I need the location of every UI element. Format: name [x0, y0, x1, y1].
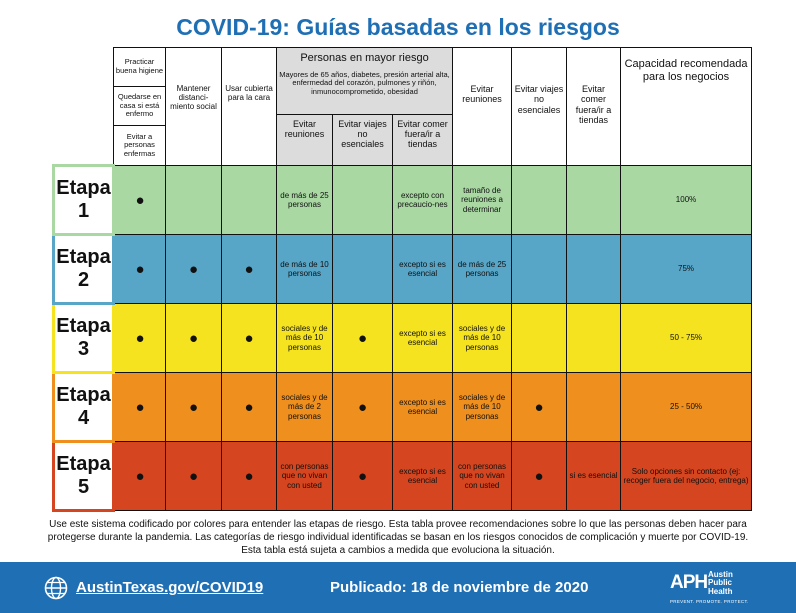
stage3-hr-dining: excepto si es esencial [391, 303, 454, 373]
logo-tagline: PREVENT. PROMOTE. PROTECT. [670, 599, 749, 604]
stage-label-2: Etapa 2 [52, 233, 115, 305]
stage-number: 4 [77, 407, 90, 429]
logo-mark: APH [670, 572, 708, 593]
stage5-gen-dining: si es esencial [566, 441, 622, 511]
stage-row-4: Etapa 4 ● ● ● sociales y de más de 2 pers… [52, 371, 753, 443]
stage-row-1: Etapa 1 ● de más de 25 personas excepto c… [52, 164, 753, 236]
header-avoid-sick: Evitar a personas enfermas [123, 131, 156, 158]
stage-row-2: Etapa 2 ● ● ● de más de 10 personas excep… [52, 233, 753, 305]
stage1-hr-gatherings: de más de 25 personas [276, 165, 333, 235]
page-title: COVID-19: Guías basadas en los riesgos [176, 14, 620, 40]
stage4-hr-gatherings: sociales y de más de 2 personas [276, 372, 333, 442]
header-hr-dining: Evitar comer fuera/ir a tiendas [391, 113, 454, 167]
stage-label-3: Etapa 3 [52, 302, 115, 374]
bullet-dot: ● [357, 398, 368, 416]
stage2-hr-dining: excepto si es esencial [391, 234, 454, 304]
stage2-hr-gatherings: de más de 10 personas [276, 234, 333, 304]
bullet-dot: ● [244, 467, 254, 485]
stage-number: 2 [77, 269, 90, 291]
bullet-dot: ● [188, 467, 199, 485]
stage-word: Etapa [56, 453, 111, 475]
stage5-hr-gatherings: con personas que no vivan con usted [276, 441, 333, 511]
stage2-gen-gatherings: de más de 25 personas [452, 234, 513, 304]
header-stay-home: Quedarse en casa si está enfermo [114, 87, 165, 126]
stage-number: 5 [77, 476, 90, 498]
header-hygiene: Practicar buena higiene [114, 48, 165, 87]
stage-row-3: Etapa 3 ● ● ● sociales y de más de 10 per… [52, 302, 753, 374]
stage-word: Etapa [56, 177, 111, 199]
stage1-hr-dining: excepto con precaucio-nes [391, 165, 454, 235]
higher-risk-title: Personas en mayor riesgo [300, 52, 429, 64]
stage5-capacity: Solo opciones sin contacto (ej: recoger … [620, 441, 753, 511]
bullet-dot: ● [188, 329, 199, 347]
hygiene-header: Practicar buena higiene Quedarse en casa… [113, 47, 166, 166]
bullet-dot: ● [135, 398, 145, 416]
stage-row-5: Etapa 5 ● ● ● con personas que no vivan c… [52, 440, 753, 512]
stage3-capacity: 50 - 75% [620, 303, 753, 373]
bullet-dot: ● [244, 260, 254, 278]
footnote: Use este sistema codificado por colores … [47, 519, 749, 556]
footer-bar: AustinTexas.gov/COVID19 Publicado: 18 de… [0, 562, 796, 613]
bullet-dot: ● [357, 329, 368, 347]
stage5-gen-gatherings: con personas que no vivan con usted [452, 441, 513, 511]
stage-label-4: Etapa 4 [52, 371, 115, 443]
higher-risk-group-header: Personas en mayor riesgo Mayores de 65 a… [275, 47, 454, 115]
bullet-dot: ● [188, 260, 199, 278]
header-distance: Mantener distanci-miento social [165, 47, 222, 166]
published-date: Publicado: 18 de noviembre de 2020 [330, 579, 589, 596]
header-hr-gatherings: Evitar reuniones [276, 113, 333, 167]
logo-name-line: Austin [708, 570, 733, 579]
stage1-capacity: 100% [620, 165, 753, 235]
website-link[interactable]: AustinTexas.gov/COVID19 [76, 579, 264, 596]
bullet-dot: ● [188, 398, 199, 416]
stage-word: Etapa [56, 384, 111, 406]
corner-blank [53, 47, 114, 166]
header-gen-gatherings: Evitar reuniones [452, 47, 513, 166]
stage3-hr-gatherings: sociales y de más de 10 personas [276, 303, 333, 373]
austin-public-health-logo: APH Austin Public Health PREVENT. PROMOT… [670, 570, 750, 608]
risk-guide-table: Practicar buena higiene Quedarse en casa… [52, 47, 753, 512]
bullet-dot: ● [135, 260, 145, 278]
stage5-hr-dining: excepto si es esencial [391, 441, 454, 511]
logo-name: Austin Public Health [708, 570, 733, 596]
higher-risk-description: Mayores de 65 años, diabetes, presión ar… [279, 69, 450, 96]
bullet-dot: ● [244, 398, 254, 416]
stage-word: Etapa [56, 315, 111, 337]
stage-label-1: Etapa 1 [52, 164, 115, 236]
bullet-dot: ● [135, 191, 145, 209]
bullet-dot: ● [135, 329, 145, 347]
stage-word: Etapa [56, 246, 111, 268]
stage4-hr-dining: excepto si es esencial [391, 372, 454, 442]
header-capacity: Capacidad recomendada para los negocios [620, 47, 753, 166]
header-face-covering: Usar cubierta para la cara [221, 47, 277, 166]
stage2-capacity: 75% [620, 234, 753, 304]
stage4-capacity: 25 - 50% [620, 372, 753, 442]
stage-number: 3 [77, 338, 90, 360]
bullet-dot: ● [534, 467, 544, 485]
bullet-dot: ● [244, 329, 254, 347]
globe-icon [44, 576, 68, 600]
bullet-dot: ● [357, 467, 368, 485]
logo-name-line: Health [708, 586, 733, 596]
stage-number: 1 [77, 200, 90, 222]
bullet-dot: ● [534, 398, 544, 416]
header-gen-travel: Evitar viajes no esenciales [511, 47, 568, 166]
bullet-dot: ● [135, 467, 145, 485]
logo-name-line: Public [708, 578, 733, 588]
stage4-gen-gatherings: sociales y de más de 10 personas [452, 372, 513, 442]
header-hr-travel: Evitar viajes no esenciales [332, 113, 393, 167]
stage1-gen-gatherings: tamaño de reuniones a determinar [452, 165, 513, 235]
stage3-gen-gatherings: sociales y de más de 10 personas [452, 303, 513, 373]
header-gen-dining: Evitar comer fuera/ir a tiendas [566, 47, 622, 166]
stage-label-5: Etapa 5 [52, 440, 115, 512]
